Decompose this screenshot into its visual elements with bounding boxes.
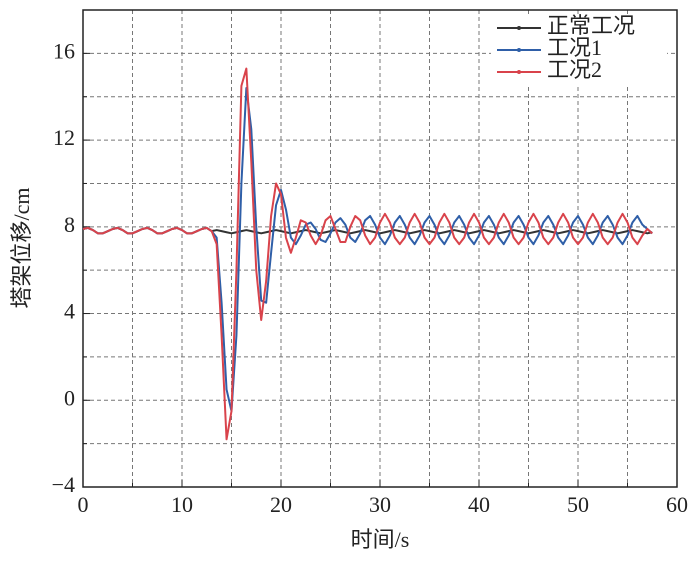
- x-tick-label: 40: [468, 492, 490, 517]
- plot-frame: [82, 9, 678, 488]
- y-axis-label: 塔架位移/cm: [9, 188, 34, 309]
- x-tick-label: 50: [567, 492, 589, 517]
- legend-marker: [517, 70, 521, 74]
- legend-label: 正常工况: [547, 13, 635, 38]
- x-tick-label: 10: [171, 492, 193, 517]
- y-tick-label: 4: [64, 299, 75, 324]
- x-tick-label: 20: [270, 492, 292, 517]
- legend-label: 工况1: [547, 35, 602, 60]
- legend-marker: [517, 48, 521, 52]
- y-tick-label: −4: [52, 472, 75, 497]
- x-tick-label: 30: [369, 492, 391, 517]
- legend-marker: [517, 26, 521, 30]
- y-tick-label: 0: [64, 385, 75, 410]
- x-tick-label: 0: [78, 492, 89, 517]
- series-line: [82, 87, 653, 413]
- legend-label: 工况2: [547, 57, 602, 82]
- x-axis-label: 时间/s: [351, 527, 410, 552]
- y-tick-label: 12: [53, 125, 75, 150]
- y-tick-label: 8: [64, 212, 75, 237]
- series-line: [82, 67, 653, 441]
- x-tick-label: 60: [666, 492, 688, 517]
- y-tick-label: 16: [53, 38, 75, 63]
